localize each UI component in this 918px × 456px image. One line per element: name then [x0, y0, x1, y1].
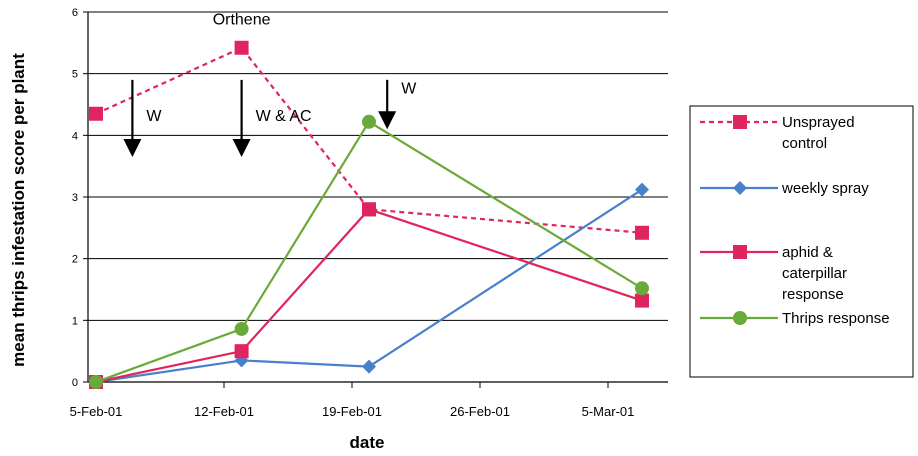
annotation-arrow [123, 79, 142, 157]
x-axis-label: date [350, 433, 385, 452]
y-tick-label: 3 [72, 192, 78, 204]
series-line [95, 208, 643, 384]
legend-marker [733, 245, 747, 259]
series-line [95, 188, 643, 384]
x-tick-label: 5-Feb-01 [70, 404, 123, 419]
y-tick-label: 0 [72, 377, 78, 389]
legend-marker [733, 115, 747, 129]
y-tick-label: 6 [72, 7, 78, 19]
x-tick-label: 5-Mar-01 [582, 404, 635, 419]
series-lines [89, 40, 649, 389]
data-point [234, 40, 249, 55]
legend-label: Unsprayed [782, 114, 855, 131]
tick-labels: 0 1 2 3 4 5 6 5-Feb-01 12-Feb-01 19-Feb-01 26-Feb-… [70, 7, 635, 419]
y-tick-label: 2 [72, 254, 78, 266]
y-axis-label: mean thrips infestation score per plant [9, 53, 28, 367]
data-point [635, 293, 649, 308]
legend-label: Thrips response [782, 310, 890, 327]
series-line [95, 120, 643, 384]
legend-box [689, 105, 914, 378]
legend-item: Unsprayed control [700, 114, 855, 152]
annotation-label: W [146, 108, 162, 125]
annotation-label: W & AC [256, 108, 312, 125]
data-point [362, 114, 376, 129]
legend-label: caterpillar [782, 265, 847, 282]
x-tick-label: 19-Feb-01 [322, 404, 382, 419]
data-point [234, 321, 249, 336]
legend-label: response [782, 286, 844, 303]
y-tick-label: 5 [72, 69, 78, 81]
series-3 [89, 114, 649, 389]
axes [83, 11, 668, 388]
annotation-arrow [378, 79, 397, 130]
legend-marker [733, 181, 747, 195]
y-tick-label: 1 [72, 315, 78, 327]
legend-label: aphid & [782, 244, 833, 261]
data-point [635, 281, 649, 296]
y-tick-label: 4 [72, 130, 78, 142]
x-tick-label: 12-Feb-01 [194, 404, 254, 419]
data-point [234, 344, 249, 359]
annotations: Orthene W W & AC W [123, 11, 417, 157]
legend: Unsprayed control weekly spray aphid & cater… [689, 105, 914, 378]
legend-item: Thrips response [700, 310, 890, 327]
x-tick-label: 26-Feb-01 [450, 404, 510, 419]
gridlines [88, 11, 668, 321]
data-point [362, 359, 376, 374]
data-point [635, 225, 649, 240]
data-point [635, 182, 649, 197]
data-point [89, 106, 103, 121]
annotation-arrow [232, 79, 251, 157]
series-line [95, 46, 643, 234]
annotation-label: Orthene [213, 11, 271, 28]
data-point [89, 375, 103, 389]
legend-item: aphid & caterpillar response [700, 244, 847, 303]
data-point [362, 202, 376, 217]
legend-marker [733, 311, 747, 325]
annotation-label: W [401, 80, 417, 97]
legend-label: weekly spray [781, 180, 869, 197]
legend-label: control [782, 135, 827, 152]
legend-item: weekly spray [700, 180, 869, 197]
